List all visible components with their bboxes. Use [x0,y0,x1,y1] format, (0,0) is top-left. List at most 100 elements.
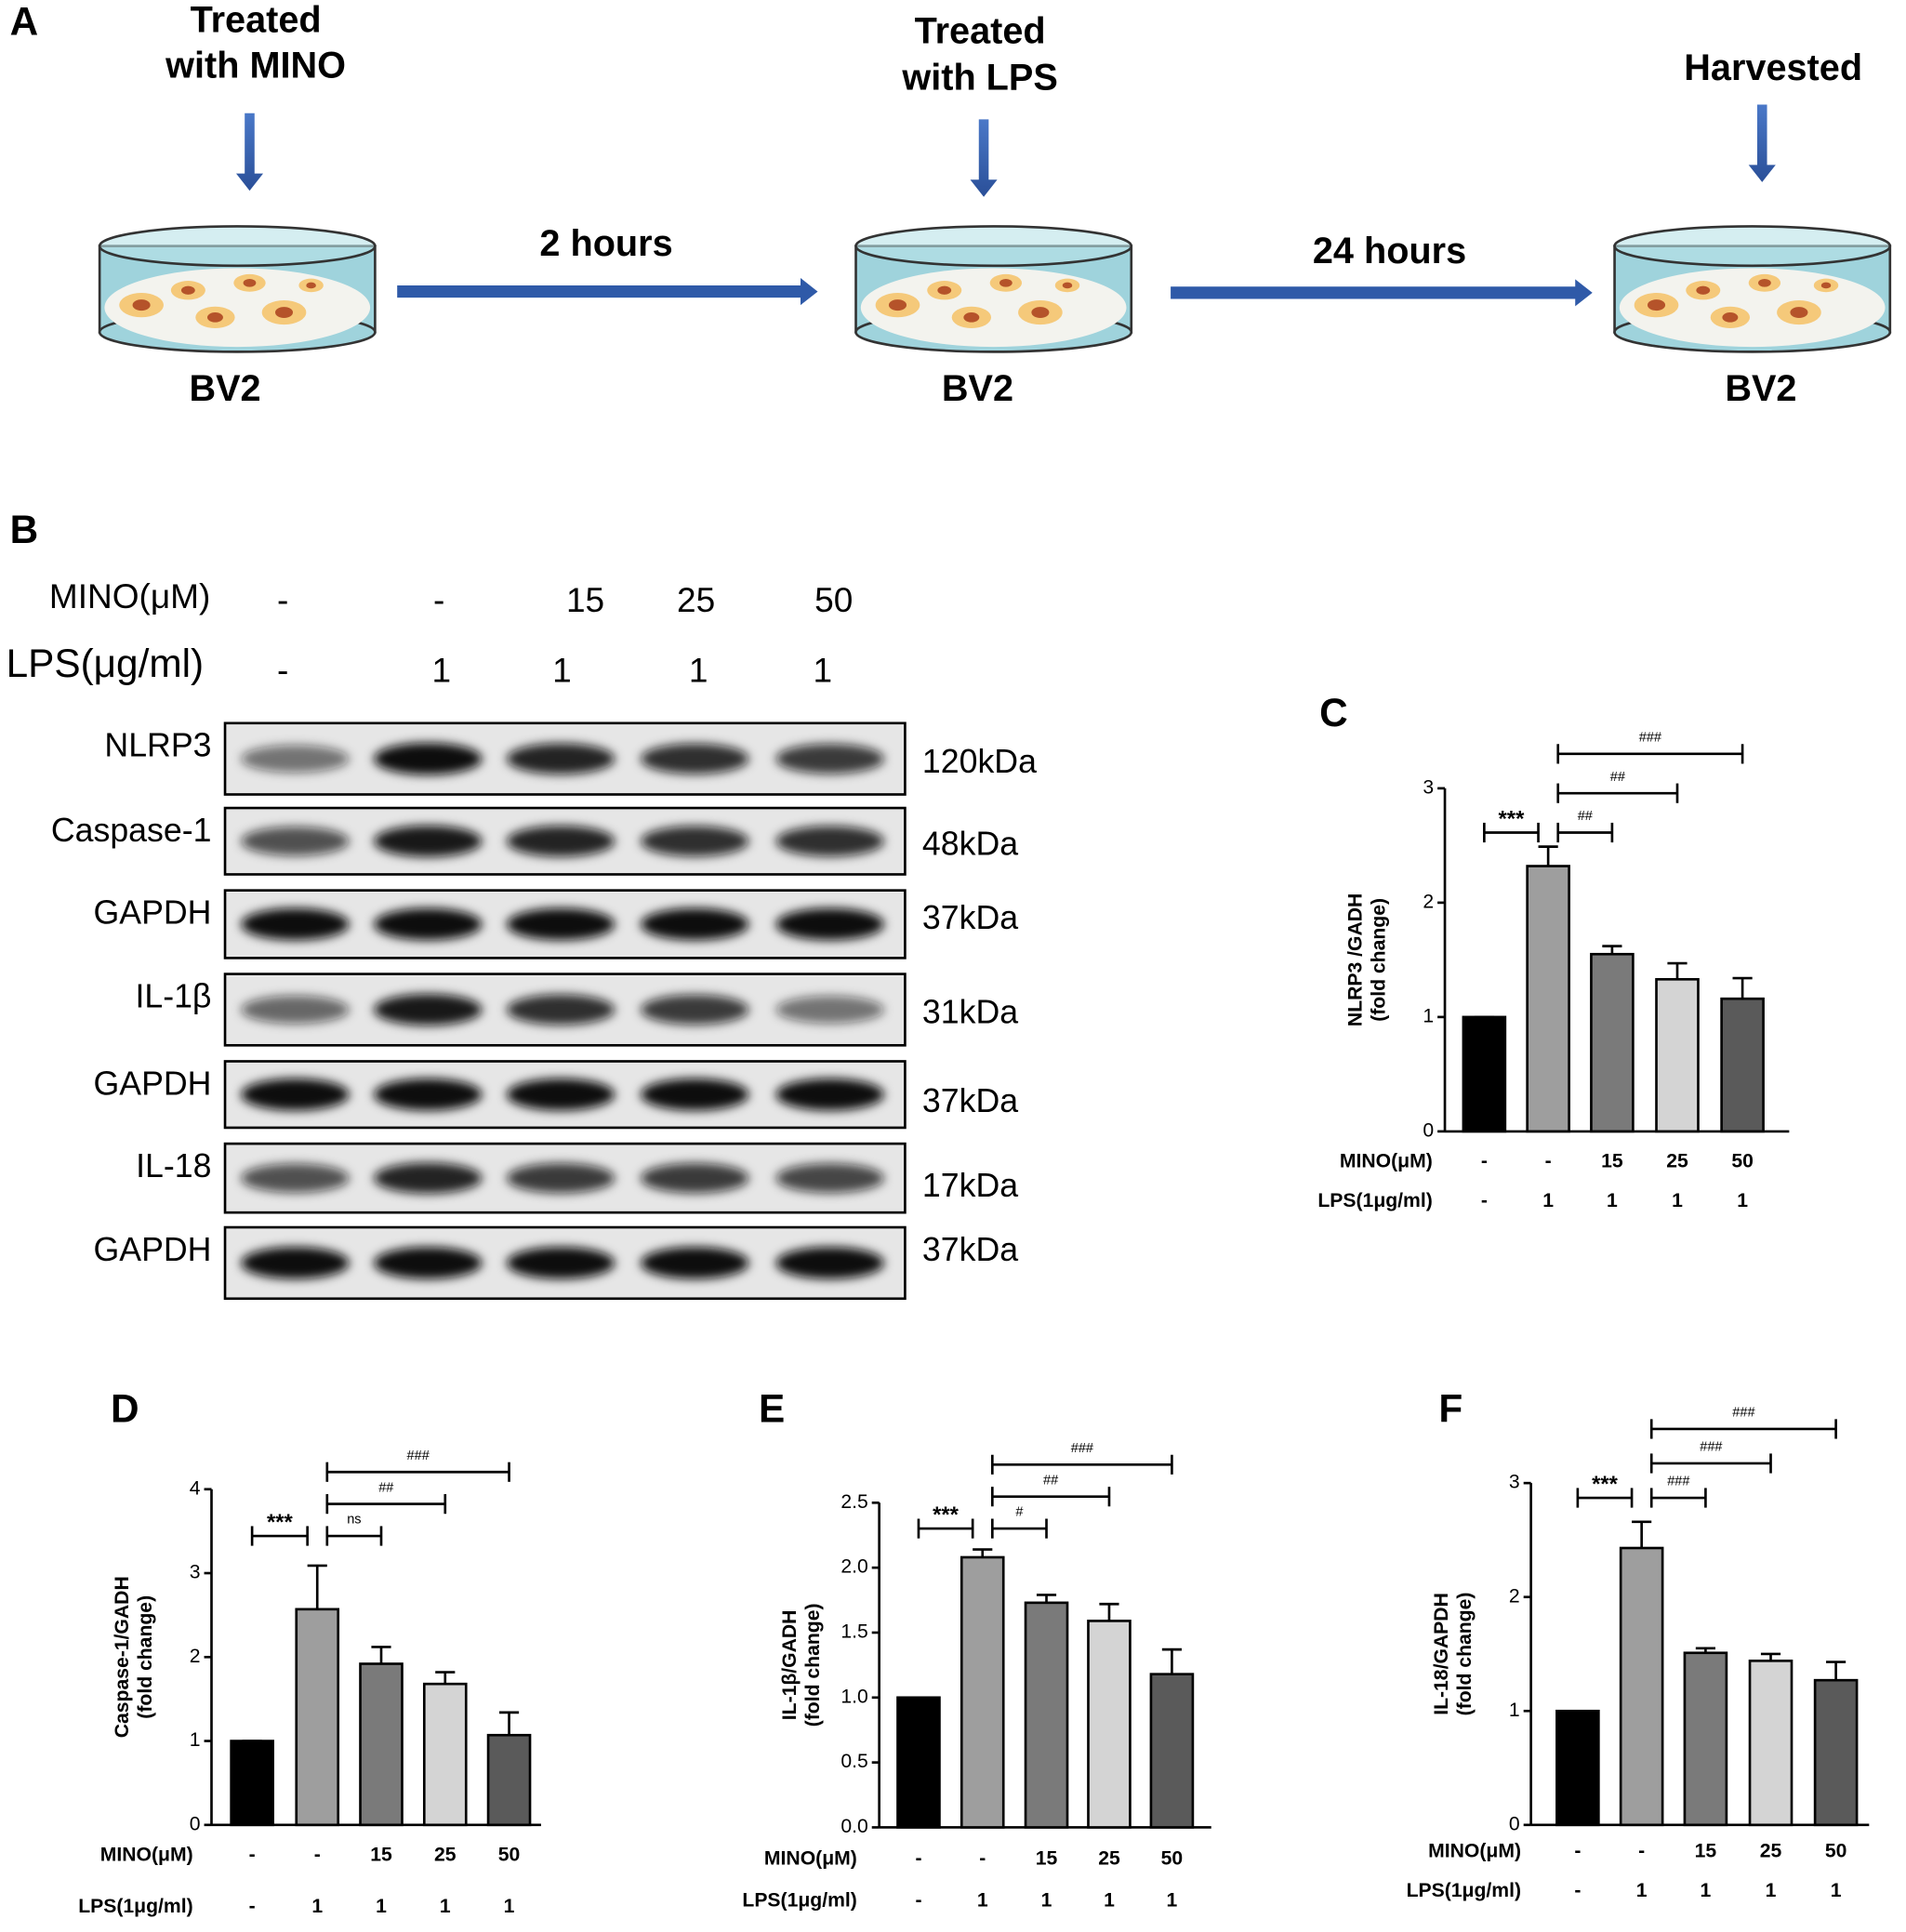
cell-nucleus [1062,282,1073,289]
arrow [970,119,998,197]
row-label: LPS(1μg/ml) [742,1889,856,1911]
y-tick-label: 3 [1423,776,1434,798]
x-tick-label: 15 [1036,1847,1058,1869]
blot-band [374,1162,483,1194]
y-axis-label: (fold change) [1369,898,1390,1022]
blot-band [374,994,483,1026]
x-tick-label: 25 [434,1844,457,1865]
arrow [397,278,818,306]
blot-band [641,1247,749,1279]
cell-nucleus [306,282,316,289]
bar [1462,1015,1507,1133]
row-label: MINO(μM) [1340,1151,1433,1172]
bar [1149,1673,1195,1829]
significance: *** [267,1510,294,1535]
row-label: MINO(μM) [1428,1841,1521,1862]
step-title: Harvested [1684,47,1862,88]
bar [1655,977,1700,1133]
blot-band [506,1163,615,1194]
y-tick-label: 1 [1509,1700,1520,1721]
y-tick-label: 1.5 [840,1621,867,1643]
dish-rim [1613,225,1892,268]
row-label: LPS(1μg/ml) [78,1896,192,1917]
bar [1087,1620,1132,1829]
x-tick-label: 1 [1766,1880,1777,1901]
molecular-weight: 31kDa [922,994,1018,1031]
y-tick-label: 2 [190,1646,201,1667]
protein-name: IL-1β [135,977,211,1014]
x-tick-label: 1 [1701,1880,1712,1901]
significance: *** [1592,1472,1619,1497]
y-tick-label: 0 [1423,1119,1434,1141]
panel-label: F [1438,1387,1463,1431]
blot-band [241,1078,350,1111]
dish-rim [98,225,377,268]
panel-label: C [1319,691,1348,734]
arrow [1748,104,1776,182]
blot-band [374,1247,483,1279]
petri-dish [854,225,1133,353]
cell-nucleus [937,285,952,295]
x-tick-label: - [979,1847,986,1869]
y-tick-label: 0.5 [840,1751,867,1772]
cell-nucleus [1820,282,1832,289]
cell-nucleus [180,285,195,295]
treatment-value: 1 [552,650,572,689]
protein-name: GAPDH [94,1231,212,1268]
treatment-value: 1 [689,650,708,689]
x-tick-label: - [1481,1190,1488,1211]
x-tick-label: 1 [504,1896,515,1917]
cell-nucleus [963,312,980,323]
blot-band [641,826,749,857]
blot-band [506,1078,615,1111]
y-axis-label: (fold change) [802,1603,824,1727]
bar [1555,1709,1600,1827]
treatment-value: - [433,580,444,619]
significance: ## [378,1480,394,1495]
blot-band [506,994,615,1026]
x-tick-label: 25 [1666,1151,1688,1172]
x-tick-label: 1 [1737,1190,1748,1211]
bar [1720,997,1765,1133]
step-title: Treated [191,0,322,40]
significance: ### [1667,1475,1690,1489]
cell-nucleus [132,299,151,311]
blot-band [775,1163,884,1194]
cell-nucleus [1790,307,1808,318]
panel-label: E [759,1387,785,1431]
cell-nucleus [206,312,223,323]
cell-nucleus [1758,279,1771,287]
x-tick-label: 1 [440,1896,451,1917]
x-tick-label: 1 [1607,1190,1618,1211]
significance: *** [1499,807,1526,832]
bar [1590,952,1635,1133]
significance: ## [1578,809,1594,824]
blot-band [374,907,483,941]
y-tick-label: 0 [190,1813,201,1834]
row-label: MINO(μM) [764,1847,857,1869]
bar [1748,1660,1793,1827]
molecular-weight: 37kDa [922,1082,1018,1119]
x-tick-label: - [1574,1841,1581,1862]
significance: # [1015,1505,1024,1520]
x-tick-label: 1 [1041,1889,1052,1911]
blot-band [241,1247,350,1279]
y-axis-label: IL-1β/GADH [779,1610,801,1721]
x-tick-label: - [1638,1841,1645,1862]
cell-nucleus [243,279,257,287]
step-title: Treated [915,10,1046,51]
blot-band [775,744,884,774]
treatment-value: 1 [814,650,833,689]
blot-band [374,825,483,857]
treatment-value: 1 [432,650,452,689]
dish-rim [854,225,1133,268]
blot-band [241,1163,350,1193]
x-tick-label: 1 [977,1889,988,1911]
y-tick-label: 2 [1509,1585,1520,1607]
blot-band [241,907,350,941]
significance: ### [1639,731,1662,746]
step-title: with LPS [901,58,1057,99]
protein-name: IL-18 [136,1147,211,1184]
protein-name: NLRP3 [104,727,211,764]
